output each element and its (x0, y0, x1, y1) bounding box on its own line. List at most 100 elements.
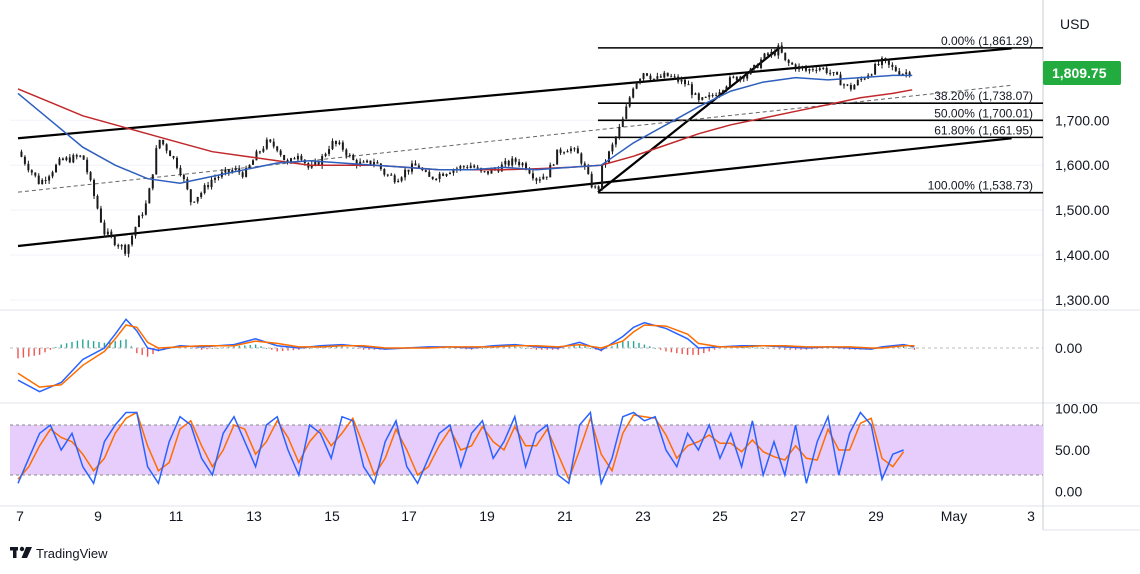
stoch-tick-label: 50.00 (1055, 442, 1090, 458)
macd-histogram-bar (82, 339, 84, 348)
tradingview-logo[interactable]: TradingView (10, 546, 108, 561)
candle-body (352, 154, 355, 160)
time-tick-label: 15 (324, 508, 340, 524)
candle-body (766, 53, 769, 56)
candle-body (697, 93, 700, 100)
stoch-band (10, 425, 1043, 475)
candle-body (386, 174, 389, 176)
candle-body (89, 172, 92, 181)
candle-body (162, 139, 165, 145)
currency-label[interactable]: USD (1060, 16, 1090, 32)
macd-histogram-bar (476, 348, 478, 349)
candle-body (227, 169, 230, 173)
candle-body (404, 169, 407, 178)
candle-body (576, 148, 579, 154)
trend-lines[interactable] (17, 47, 1012, 248)
candle-body (120, 245, 123, 247)
candle-body (393, 175, 396, 183)
candle-body (694, 93, 697, 95)
macd-histogram-bar (276, 348, 278, 352)
macd-histogram-bar (271, 348, 273, 350)
candle-body (507, 160, 510, 166)
candle-body (200, 192, 203, 197)
macd-histogram-bar (676, 348, 678, 354)
candle-body (158, 139, 161, 149)
candle-body (462, 166, 465, 168)
candle-body (459, 166, 462, 169)
fib-level-label: 50.00% (1,700.01) (934, 106, 1033, 120)
candle-body (182, 174, 185, 180)
candle-body (701, 97, 704, 100)
trend-line-dashed[interactable] (17, 84, 1012, 193)
macd-histogram-bar (217, 348, 219, 349)
candle-body (773, 51, 776, 56)
macd-histogram-bar (573, 345, 575, 348)
candle-body (290, 158, 293, 163)
time-tick-label: 25 (712, 508, 728, 524)
candle-body (196, 196, 199, 202)
macd-histogram-bar (470, 348, 473, 350)
candle-body (849, 85, 852, 90)
candle-body (23, 156, 26, 164)
fib-level-label: 38.20% (1,738.07) (934, 89, 1033, 103)
candle-body (625, 106, 628, 119)
candle-body (193, 201, 196, 203)
candle-body (711, 95, 714, 97)
candle-body (787, 60, 790, 63)
macd-histogram-bar (514, 346, 516, 348)
macd-histogram-bar (281, 348, 284, 352)
candle-body (324, 153, 327, 157)
candle-body (341, 142, 344, 150)
candle-body (483, 171, 486, 173)
macd-histogram-bar (508, 346, 511, 348)
candle-body (452, 169, 455, 173)
candle-body (525, 163, 528, 170)
candle-body (666, 72, 669, 77)
candle-body (487, 171, 490, 174)
price-tick-label: 1,600.00 (1055, 157, 1110, 173)
candle-body (390, 174, 393, 176)
macd-histogram-bar (757, 347, 759, 349)
macd-histogram-bar (152, 348, 154, 355)
candle-body (815, 69, 818, 71)
macd-histogram-bar (103, 342, 106, 348)
trend-line[interactable] (17, 137, 1012, 248)
sma-fast-line (17, 74, 913, 184)
candle-body (248, 164, 251, 169)
candle-body (255, 151, 258, 161)
candle-body (179, 167, 182, 175)
fib-retracement[interactable]: 0.00% (1,861.29) 38.20% (1,738.07) 50.00% … (597, 34, 1043, 194)
macd-histogram-bar (17, 348, 19, 359)
stoch-axis[interactable]: 100.00 50.00 0.00 (1055, 400, 1098, 499)
candle-body (44, 179, 47, 181)
candle-body (321, 156, 324, 166)
macd-histogram-bar (902, 346, 905, 348)
candle-body (784, 52, 787, 61)
candle-body (607, 151, 610, 163)
candle-body (549, 164, 552, 178)
time-axis[interactable]: 7 9 11 13 15 17 19 21 23 25 27 29 May 3 (16, 508, 1035, 524)
macd-histogram-bar (686, 348, 689, 355)
candle-body (749, 68, 752, 75)
candle-body (756, 64, 759, 68)
macd-axis[interactable]: 0.00 (1055, 340, 1082, 356)
macd-histogram-bar (98, 341, 100, 348)
macd-histogram-bar (92, 341, 95, 348)
candle-body (258, 151, 261, 153)
macd-histogram-bar (627, 341, 629, 348)
candle-body (801, 66, 804, 68)
candle-body (490, 168, 493, 174)
candle-body (82, 155, 85, 160)
grid (10, 119, 1043, 301)
candle-body (635, 82, 638, 89)
candle-body (552, 164, 555, 166)
candle-body (96, 195, 99, 209)
trend-line[interactable] (17, 47, 1012, 140)
candle-body (628, 97, 631, 107)
price-axis[interactable]: 1,300.00 1,400.00 1,500.00 1,600.00 1,700.00 (1055, 112, 1110, 308)
candle-body (61, 158, 64, 160)
macd-histogram-bar (659, 348, 662, 350)
macd-histogram-bar (654, 348, 656, 349)
candle-body (213, 177, 216, 180)
